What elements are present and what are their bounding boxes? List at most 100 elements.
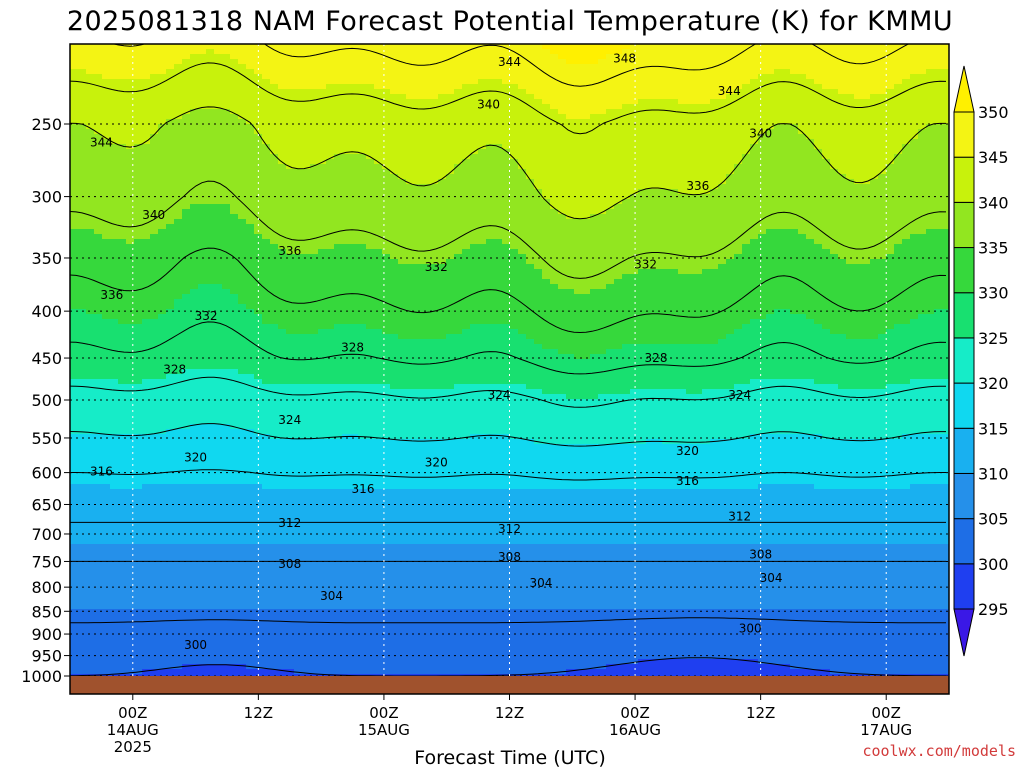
temperature-cell: [238, 124, 247, 130]
temperature-cell: [358, 509, 367, 515]
temperature-cell: [206, 614, 215, 620]
temperature-cell: [86, 664, 95, 670]
temperature-cell: [246, 94, 255, 100]
temperature-cell: [270, 339, 279, 345]
temperature-cell: [206, 99, 215, 105]
temperature-cell: [158, 484, 167, 490]
temperature-cell: [270, 374, 279, 380]
temperature-cell: [334, 339, 343, 345]
temperature-cell: [334, 604, 343, 610]
temperature-cell: [86, 359, 95, 365]
temperature-cell: [350, 304, 359, 310]
temperature-cell: [70, 439, 79, 445]
temperature-cell: [238, 464, 247, 470]
temperature-cell: [214, 164, 223, 170]
temperature-cell: [110, 324, 119, 330]
temperature-cell: [222, 244, 231, 250]
temperature-cell: [326, 144, 335, 150]
temperature-cell: [78, 569, 87, 575]
temperature-cell: [270, 489, 279, 495]
temperature-cell: [86, 259, 95, 265]
temperature-cell: [318, 554, 327, 560]
temperature-cell: [246, 644, 255, 650]
temperature-cell: [158, 174, 167, 180]
temperature-cell: [342, 669, 351, 675]
temperature-cell: [110, 399, 119, 405]
temperature-cell: [262, 119, 271, 125]
temperature-cell: [102, 339, 111, 345]
temperature-cell: [166, 314, 175, 320]
temperature-cell: [118, 644, 127, 650]
temperature-cell: [182, 649, 191, 655]
temperature-cell: [286, 384, 295, 390]
temperature-cell: [270, 384, 279, 390]
temperature-cell: [198, 564, 207, 570]
temperature-cell: [318, 454, 327, 460]
temperature-cell: [150, 664, 159, 670]
temperature-cell: [366, 634, 375, 640]
temperature-cell: [246, 264, 255, 270]
temperature-cell: [70, 604, 79, 610]
temperature-cell: [230, 269, 239, 275]
temperature-cell: [182, 229, 191, 235]
temperature-cell: [270, 369, 279, 375]
temperature-cell: [222, 144, 231, 150]
temperature-cell: [262, 509, 271, 515]
temperature-cell: [358, 344, 367, 350]
temperature-cell: [174, 429, 183, 435]
temperature-cell: [142, 524, 151, 530]
temperature-cell: [134, 199, 143, 205]
temperature-cell: [118, 329, 127, 335]
temperature-cell: [166, 529, 175, 535]
temperature-cell: [134, 474, 143, 480]
temperature-cell: [174, 354, 183, 360]
temperature-cell: [70, 549, 79, 555]
temperature-cell: [78, 574, 87, 580]
temperature-cell: [110, 669, 119, 675]
temperature-cell: [270, 334, 279, 340]
temperature-cell: [150, 229, 159, 235]
temperature-cell: [238, 389, 247, 395]
temperature-cell: [158, 569, 167, 575]
temperature-cell: [102, 434, 111, 440]
temperature-cell: [222, 624, 231, 630]
temperature-cell: [94, 529, 103, 535]
temperature-cell: [334, 169, 343, 175]
temperature-cell: [142, 474, 151, 480]
temperature-cell: [118, 549, 127, 555]
temperature-cell: [118, 519, 127, 525]
temperature-cell: [350, 294, 359, 300]
temperature-cell: [166, 534, 175, 540]
temperature-cell: [342, 79, 351, 85]
temperature-cell: [350, 359, 359, 365]
temperature-cell: [254, 599, 263, 605]
temperature-cell: [86, 429, 95, 435]
temperature-cell: [94, 309, 103, 315]
temperature-cell: [366, 479, 375, 485]
temperature-cell: [310, 294, 319, 300]
temperature-cell: [262, 314, 271, 320]
temperature-cell: [278, 334, 287, 340]
temperature-cell: [262, 589, 271, 595]
temperature-cell: [318, 669, 327, 675]
temperature-cell: [254, 494, 263, 500]
temperature-cell: [302, 604, 311, 610]
temperature-cell: [78, 424, 87, 430]
temperature-cell: [270, 139, 279, 145]
temperature-cell: [278, 604, 287, 610]
temperature-cell: [318, 334, 327, 340]
temperature-cell: [102, 324, 111, 330]
temperature-cell: [350, 569, 359, 575]
temperature-cell: [286, 264, 295, 270]
temperature-cell: [78, 49, 87, 55]
temperature-cell: [358, 454, 367, 460]
temperature-cell: [70, 224, 79, 230]
temperature-cell: [318, 614, 327, 620]
temperature-cell: [294, 379, 303, 385]
temperature-cell: [374, 144, 383, 150]
temperature-cell: [286, 249, 295, 255]
temperature-cell: [166, 424, 175, 430]
temperature-cell: [366, 549, 375, 555]
temperature-cell: [278, 584, 287, 590]
temperature-cell: [350, 169, 359, 175]
